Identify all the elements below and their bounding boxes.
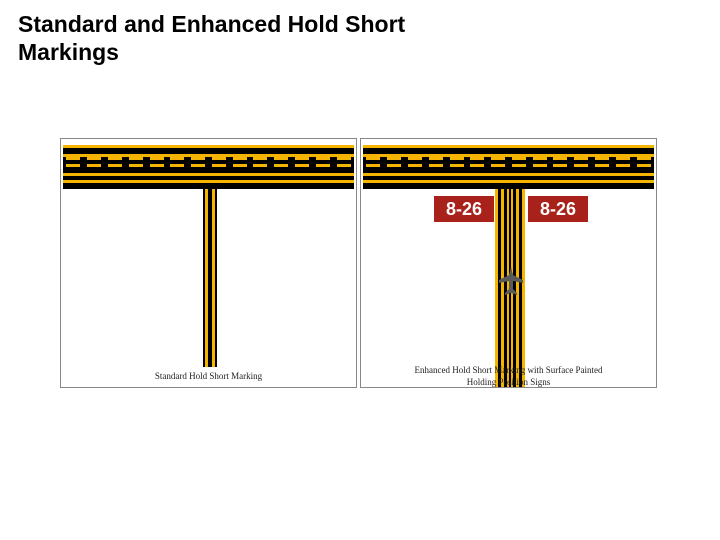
panel-enhanced: 8-26 8-26 Enhanced Hold Short Marking with… (360, 138, 657, 388)
airplane-icon (499, 267, 523, 295)
caption-enhanced-1: Enhanced Hold Short Marking with Surface… (361, 365, 656, 375)
page-title: Standard and Enhanced Hold Short Marking… (18, 10, 405, 66)
title-line2: Markings (18, 38, 405, 66)
caption-enhanced-2: Holding Position Signs (361, 377, 656, 387)
caption-standard: Standard Hold Short Marking (61, 371, 356, 381)
title-line1: Standard and Enhanced Hold Short (18, 10, 405, 38)
runway-sign: 8-26 (433, 195, 495, 223)
runway-hold-band (363, 145, 654, 189)
panel-standard: Standard Hold Short Marking (60, 138, 357, 388)
runway-hold-band (63, 145, 354, 189)
runway-sign: 8-26 (527, 195, 589, 223)
taxiway-standard (203, 189, 217, 367)
